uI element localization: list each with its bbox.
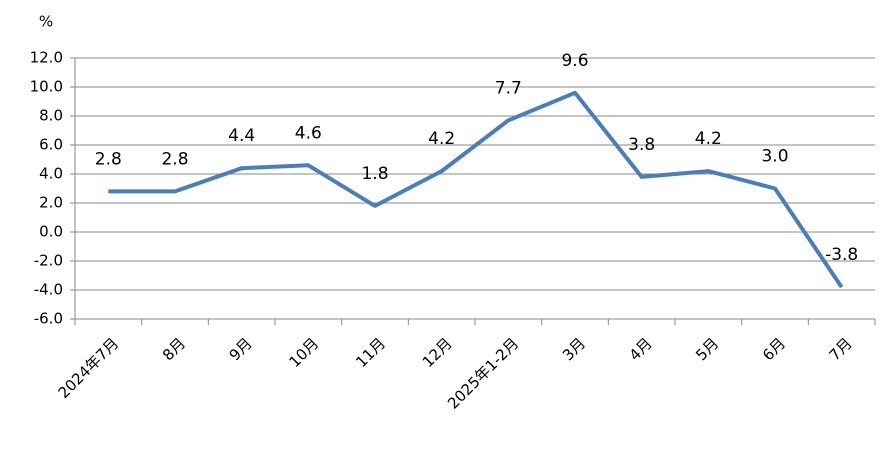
y-axis-label: %: [39, 13, 53, 31]
data-label: 4.4: [228, 126, 255, 146]
y-tick-label: -2.0: [34, 252, 63, 270]
y-tick-label: 4.0: [39, 165, 63, 183]
x-tick-label: 2025年1-2月: [444, 334, 522, 412]
data-label: 7.7: [495, 78, 522, 98]
data-label: 3.8: [628, 135, 655, 155]
data-label: 2.8: [95, 149, 122, 169]
x-tick-label: 8月: [159, 334, 189, 364]
data-label: 1.8: [361, 164, 388, 184]
y-tick-label: -4.0: [34, 281, 63, 299]
data-line: [108, 90, 844, 289]
data-label: 3.0: [761, 147, 788, 167]
data-label: 9.6: [561, 51, 588, 71]
data-label: 4.2: [428, 129, 455, 149]
y-tick-label: 6.0: [39, 136, 63, 154]
x-tick-label: 10月: [286, 334, 323, 371]
x-tick-label: 2024年7月: [55, 334, 123, 402]
y-tick-label: 0.0: [39, 223, 63, 241]
x-tick-label: 3月: [559, 334, 589, 364]
y-tick-label: 10.0: [30, 78, 63, 96]
x-tick-label: 7月: [826, 334, 856, 364]
data-label: 2.8: [161, 149, 188, 169]
x-tick-label: 4月: [626, 334, 656, 364]
x-tick-label: 11月: [352, 334, 389, 371]
x-tick-label: 6月: [759, 334, 789, 364]
x-tick-label: 12月: [419, 334, 456, 371]
data-label: -3.8: [825, 245, 858, 265]
y-tick-label: 12.0: [30, 49, 63, 67]
y-tick-label: 2.0: [39, 194, 63, 212]
data-label: 4.6: [295, 123, 322, 143]
data-label: 4.2: [695, 129, 722, 149]
x-tick-label: 5月: [692, 334, 722, 364]
y-tick-label: -6.0: [34, 310, 63, 328]
x-tick-label: 9月: [226, 334, 256, 364]
y-tick-label: 8.0: [39, 107, 63, 125]
